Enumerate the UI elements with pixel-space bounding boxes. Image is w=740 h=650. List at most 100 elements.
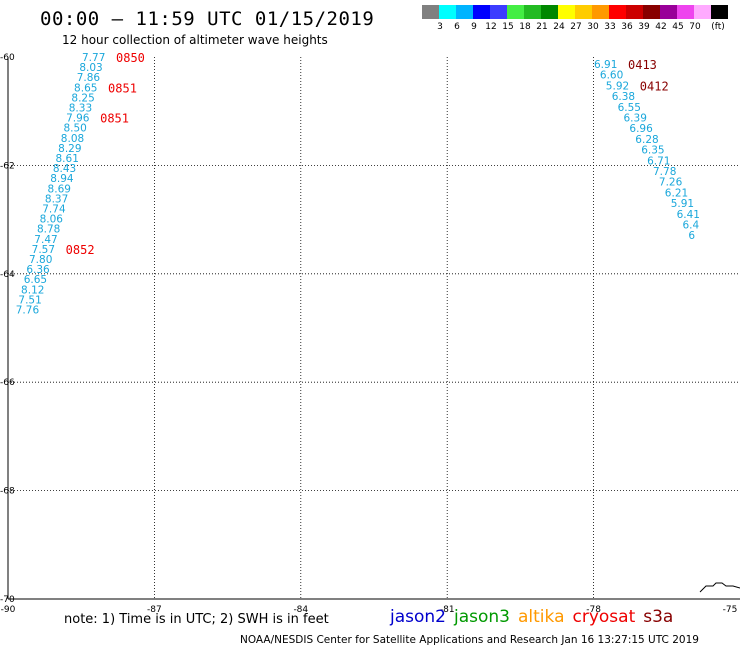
pass-time-label: 0413 [628,58,657,72]
wave-height-value: 5.91 [671,198,694,210]
legend-swatch [456,5,473,19]
wave-height-value: 6 [688,230,695,242]
legend-swatch [490,5,507,19]
wave-height-value: 7.26 [659,177,683,189]
legend-swatch [541,5,558,19]
lon-tick-label: -87 [147,605,162,615]
legend-label: 27 [570,22,582,32]
wave-height-value: 8.61 [56,153,79,165]
lat-tick-label: -70 [0,595,15,605]
wave-height-value: 8.29 [58,143,81,155]
legend-label: 3 [437,22,443,32]
wave-height-value: 8.37 [45,193,68,205]
pass-time-label: 0850 [116,51,145,65]
wave-height-value: 6.28 [635,134,658,146]
lat-tick-label: -64 [0,270,15,280]
wave-height-value: 6.35 [641,145,664,157]
legend-swatch [643,5,660,19]
legend-swatch [422,5,439,19]
satellite-cryosat: cryosat [572,607,636,627]
legend-label: 12 [485,22,497,32]
legend-swatch [558,5,575,19]
legend-swatch [524,5,541,19]
wave-height-value: 7.96 [66,113,90,125]
track-east: 6.916.605.926.386.556.396.966.286.356.71… [594,58,700,242]
lat-tick-label: -62 [0,161,15,171]
legend-swatch [660,5,677,19]
wave-height-value: 6.65 [24,274,47,286]
altimeter-tracks: 7.778.037.868.658.258.337.968.508.088.29… [16,51,700,317]
pass-time-label: 0852 [66,243,95,257]
wave-height-value: 6.60 [600,70,623,82]
wave-height-value: 8.65 [74,82,97,94]
legend-label: 45 [672,22,684,32]
legend-label: 21 [536,22,548,32]
pass-time-label: 0851 [100,112,129,126]
lon-tick-label: -84 [293,605,308,615]
legend-label: 30 [587,22,599,32]
lon-tick-label: -78 [586,605,601,615]
wave-height-value: 8.78 [37,224,60,236]
wave-height-value: 6.96 [629,123,653,135]
wave-height-value: 7.80 [29,254,52,266]
legend-label: 15 [502,22,514,32]
legend-label: 39 [638,22,650,32]
legend-swatch [592,5,609,19]
legend-label: 36 [621,22,633,32]
wave-height-value: 7.76 [16,305,40,317]
satellite-altika: altika [518,607,565,627]
coastline [699,582,740,593]
wave-height-value: 8.06 [40,214,64,226]
lon-tick-label: -90 [1,605,16,615]
wave-height-value: 6.21 [665,187,688,199]
legend-swatch [626,5,643,19]
lon-tick-label: -75 [723,605,738,615]
map-grid [7,57,740,600]
legend-swatch [694,5,711,19]
legend-label: 9 [471,22,477,32]
legend-label: 6 [454,22,460,32]
wave-height-value: 8.03 [79,62,102,74]
wave-height-value: 6.36 [26,264,50,276]
track-west: 7.778.037.868.658.258.337.968.508.088.29… [16,51,145,317]
wave-height-value: 7.74 [42,204,66,216]
lat-tick-label: -60 [0,53,15,63]
map-subtitle: 12 hour collection of altimeter wave hei… [62,33,328,47]
wave-height-value: 7.51 [18,294,41,306]
legend-label: 24 [553,22,565,32]
wave-height-value: 7.78 [653,166,676,178]
map-title: 00:00 – 11:59 UTC 01/15/2019 [40,8,375,30]
wave-height-value: 6.41 [677,209,700,221]
wave-height-value: 5.92 [606,80,629,92]
wave-height-value: 8.33 [69,103,92,115]
legend-swatch [609,5,626,19]
legend-label: 33 [604,22,616,32]
wave-height-value: 6.91 [594,59,617,71]
legend-swatch [507,5,524,19]
legend-swatch [473,5,490,19]
legend-unit: (ft) [711,22,725,32]
pass-time-label: 0412 [640,79,669,93]
legend-swatch [575,5,592,19]
satellite-jason2: jason2 [390,607,446,627]
pass-time-label: 0851 [108,81,137,95]
legend-label: 70 [689,22,701,32]
wave-height-value: 8.43 [53,163,76,175]
legend-label: 42 [655,22,667,32]
wave-height-value: 6.4 [683,220,700,232]
wave-height-value: 6.38 [612,91,635,103]
legend-swatch [677,5,694,19]
legend-label: 18 [519,22,531,32]
legend-swatch [439,5,456,19]
map-axes: -90 -87 -84 -81 -78 -75 -60 -62 -64 -66 -68 -70 [0,53,737,615]
wave-height-value: 7.57 [32,244,55,256]
wave-height-value: 7.77 [82,52,105,64]
wave-height-value: 6.39 [624,113,647,125]
wave-height-value: 7.47 [34,234,57,246]
wave-height-value: 8.69 [48,183,71,195]
wave-height-value: 8.12 [21,284,44,296]
wave-height-value: 8.08 [61,133,84,145]
wave-height-value: 8.50 [63,123,86,135]
lat-tick-label: -66 [0,378,15,388]
